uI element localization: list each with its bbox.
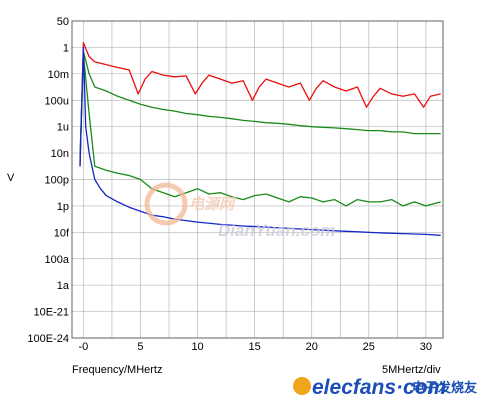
y-tick-label: 100p (45, 175, 69, 187)
watermark-site-text: DianYuan.com (218, 221, 335, 240)
chart-series (79, 42, 441, 236)
elecfans-logo-icon (293, 377, 311, 395)
dianyuan-watermark: 电源网 DianYuan.com (144, 182, 335, 240)
y-tick-label: 1u (57, 122, 69, 134)
chart-tick-labels: 50 1 10m 100u 1u 10n 100p 1p 10f 100a 1a 10E-21 100E… (27, 16, 432, 353)
elecfans-brand: elecfans·com 电子发烧友 (293, 376, 477, 399)
y-tick-label: 100E-24 (27, 333, 69, 345)
x-tick-label: 5 (137, 341, 143, 353)
watermark-cn-text: 电源网 (189, 196, 237, 213)
series-line-3 (79, 46, 441, 236)
y-tick-label: 10m (48, 69, 69, 81)
x-scale-note: 5MHertz/div (382, 364, 441, 376)
x-tick-label: 25 (363, 341, 375, 353)
y-tick-label: 1a (57, 280, 70, 292)
y-tick-label: 100a (45, 254, 70, 266)
x-tick-label: 10 (191, 341, 203, 353)
x-tick-label: 20 (306, 341, 318, 353)
series-line-2 (79, 50, 441, 158)
elecfans-brand-text: elecfans·com (312, 376, 446, 399)
y-tick-label: 1p (57, 201, 69, 213)
y-tick-label: 50 (57, 16, 69, 28)
y-tick-label: 100u (45, 95, 69, 107)
elecfans-brand-cn: 电子发烧友 (412, 380, 477, 396)
y-tick-label: 1 (63, 42, 69, 54)
y-tick-label: 10E-21 (34, 307, 69, 319)
x-tick-label: 30 (420, 341, 432, 353)
y-axis-label: V (7, 172, 15, 184)
watermark-ring-icon (144, 182, 188, 226)
x-axis-label: Frequency/MHertz (72, 364, 162, 376)
plot-frame (71, 20, 444, 339)
chart-grid (71, 20, 444, 339)
y-tick-label: 10f (54, 227, 70, 239)
series-line-0 (79, 42, 441, 167)
series-line-1 (79, 53, 441, 207)
y-tick-label: 10n (51, 148, 69, 160)
x-tick-label: 15 (249, 341, 261, 353)
x-tick-label: -0 (79, 341, 89, 353)
